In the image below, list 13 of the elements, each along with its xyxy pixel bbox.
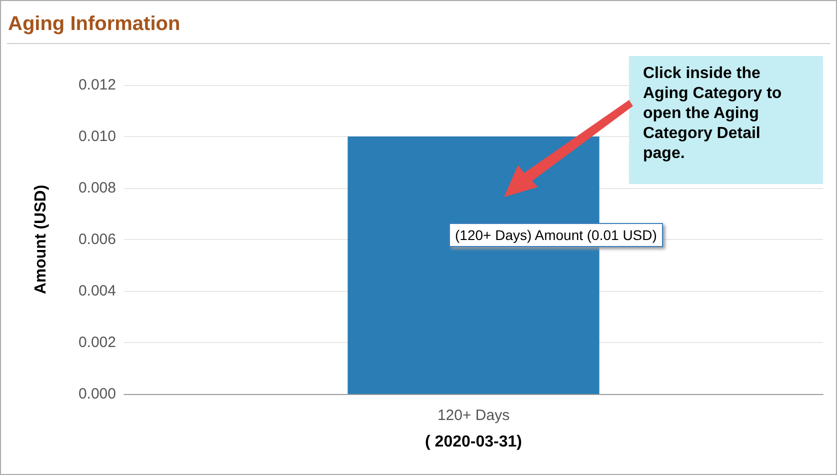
callout-box: Click inside the Aging Category to open the Aging Category Detail page.	[629, 56, 823, 184]
y-tick-label: 0.010	[78, 128, 116, 145]
x-axis-title: ( 2020-03-31)	[425, 434, 522, 450]
y-tick-label: 0.006	[78, 231, 116, 248]
y-axis-title: Amount (USD)	[32, 184, 50, 294]
y-tick-label: 0.008	[78, 180, 116, 196]
y-tick-label: 0.002	[78, 334, 116, 351]
annotation: (120+ Days) Amount (0.01 USD)	[449, 223, 663, 247]
x-tick-label: 120+ Days	[437, 407, 510, 424]
y-tick-label: 0.012	[78, 76, 116, 94]
chart-title: Aging Information	[8, 13, 180, 36]
y-tick-label: 0.000	[78, 386, 116, 402]
y-tick-label: 0.004	[78, 282, 116, 300]
